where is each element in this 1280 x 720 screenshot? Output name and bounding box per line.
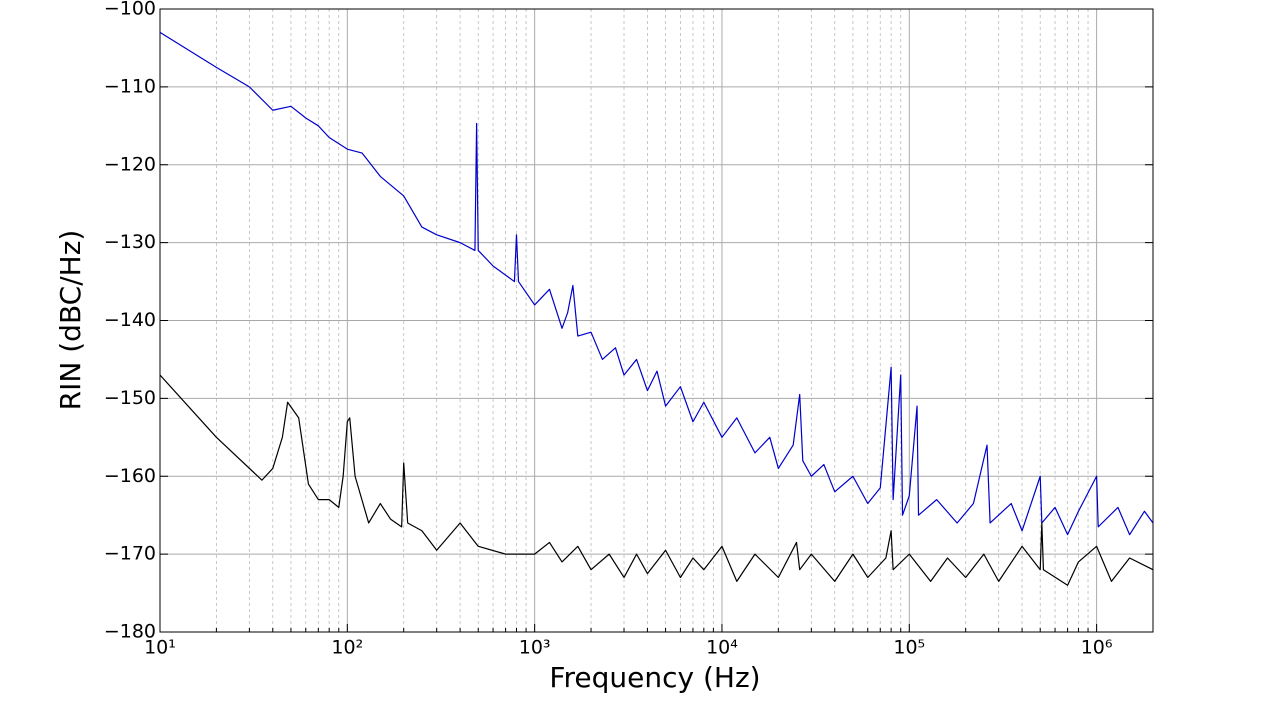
y-tick-label: −170 — [104, 543, 156, 565]
y-tick-label: −130 — [104, 231, 156, 253]
y-tick-label: −160 — [104, 465, 156, 487]
x-tick-label: 10⁶ — [1081, 637, 1113, 659]
y-tick-label: −110 — [104, 75, 156, 97]
y-tick-label: −100 — [104, 0, 156, 20]
x-tick-label: 10⁴ — [706, 637, 738, 659]
series-line — [159, 374, 1154, 586]
plot-frame — [159, 8, 1154, 633]
y-axis-label: RIN (dBC/Hz) — [54, 230, 87, 411]
series-line — [159, 31, 1154, 536]
y-tick-label: −140 — [104, 309, 156, 331]
x-tick-label: 10² — [331, 637, 363, 659]
x-tick-label: 10¹ — [144, 637, 176, 659]
y-tick-label: −180 — [104, 621, 156, 643]
y-tick-label: −150 — [104, 387, 156, 409]
y-tick-label: −120 — [104, 153, 156, 175]
x-tick-label: 10⁵ — [893, 637, 925, 659]
x-tick-label: 10³ — [519, 637, 551, 659]
x-axis-label: Frequency (Hz) — [549, 661, 760, 694]
